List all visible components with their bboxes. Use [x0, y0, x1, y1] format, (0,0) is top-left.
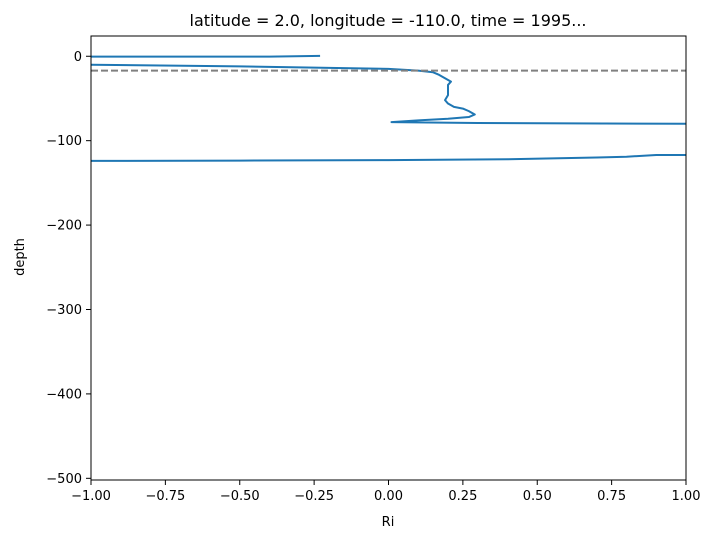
- y-axis: 0 −100 −200 −300 −400 −500: [46, 50, 91, 487]
- y-axis-label: depth: [13, 238, 28, 276]
- x-tick-label: −1.00: [71, 489, 111, 504]
- x-tick-label: 0.00: [374, 489, 403, 504]
- x-tick-label: 1.00: [672, 489, 701, 504]
- series-line-1: [91, 54, 321, 58]
- y-tick-label: −200: [46, 219, 82, 234]
- x-axis-label: Ri: [382, 515, 395, 530]
- y-tick-label: −100: [46, 134, 82, 149]
- x-tick-label: 0.50: [523, 489, 552, 504]
- y-tick-label: −300: [46, 303, 82, 318]
- series-line-2: [91, 63, 686, 125]
- x-tick-label: −0.50: [220, 489, 260, 504]
- y-tick-label: −500: [46, 472, 82, 487]
- x-tick-label: −0.25: [294, 489, 334, 504]
- x-tick-label: −0.75: [145, 489, 185, 504]
- plot-area: [91, 54, 686, 162]
- x-tick-label: 0.25: [448, 489, 477, 504]
- x-axis: −1.00 −0.75 −0.50 −0.25 0.00 0.25 0.50 0.75 1.00: [71, 480, 700, 504]
- y-tick-label: −400: [46, 387, 82, 402]
- x-tick-label: 0.75: [597, 489, 626, 504]
- y-tick-label: 0: [74, 50, 82, 65]
- series-line-3: [91, 154, 686, 162]
- chart-title: latitude = 2.0, longitude = -110.0, time…: [190, 11, 587, 30]
- axes-frame: [90, 35, 687, 481]
